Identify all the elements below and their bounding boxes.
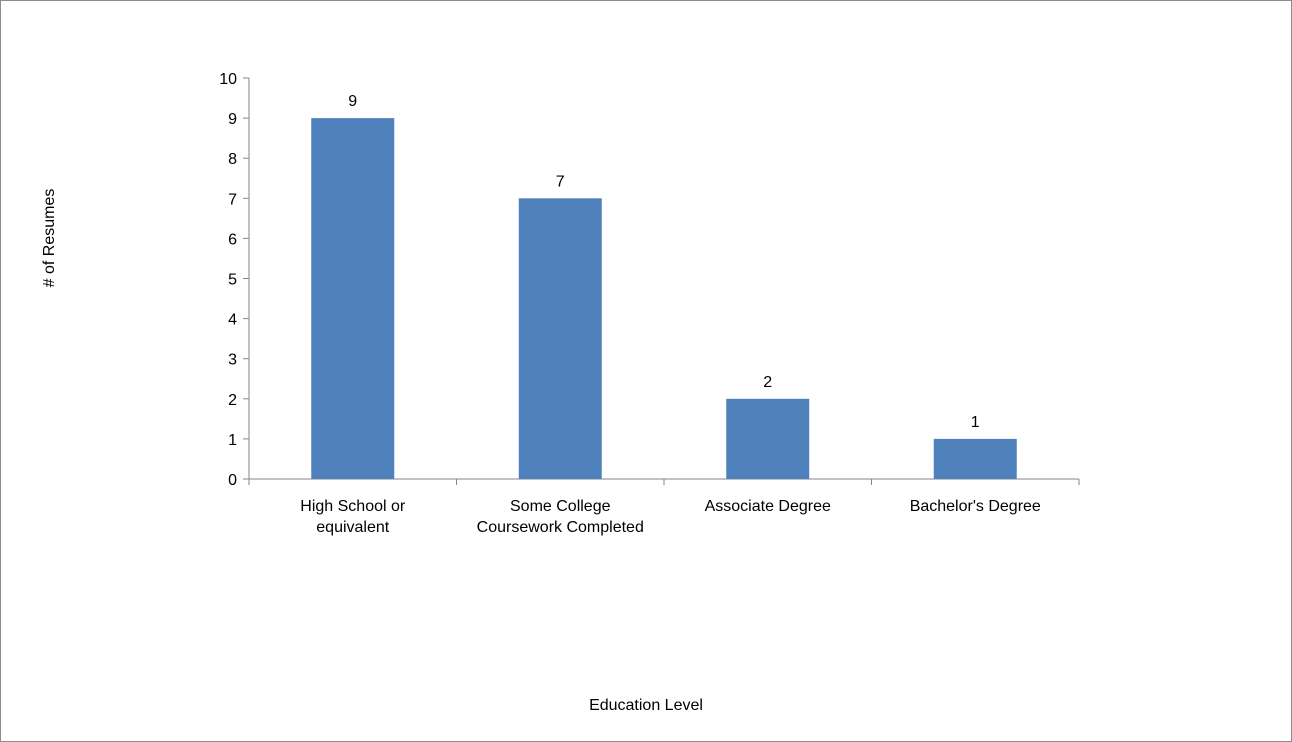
y-tick-label: 1 [228, 432, 237, 449]
bar [311, 118, 395, 479]
data-label: 2 [763, 374, 772, 391]
bars [311, 118, 1017, 480]
data-label: 9 [348, 93, 357, 110]
x-tick-label: Some College Coursework Completed [477, 498, 644, 536]
x-tick-label: High School or equivalent [300, 498, 406, 536]
x-axis-title: Education Level [589, 697, 703, 714]
y-tick-label: 9 [228, 111, 237, 128]
x-tick-label-line: High School or [300, 498, 406, 515]
data-label: 1 [971, 414, 980, 431]
y-tick-label: 2 [228, 392, 237, 409]
bar [518, 198, 602, 480]
y-axis-ticks: 0 1 2 3 4 5 6 7 8 9 10 [219, 71, 1080, 489]
x-tick-label-line: Associate Degree [705, 498, 831, 515]
data-label: 7 [556, 173, 565, 190]
x-tick-label-line: Coursework Completed [477, 519, 644, 536]
y-tick-label: 5 [228, 272, 237, 289]
y-tick-label: 0 [228, 472, 237, 489]
x-tick-label: Bachelor's Degree [910, 498, 1041, 515]
x-tick-label-line: equivalent [316, 519, 390, 536]
data-labels: 9 7 2 1 [348, 93, 980, 431]
y-axis-title: # of Resumes [41, 189, 58, 288]
x-axis-labels: High School or equivalent Some College Cour… [300, 498, 1041, 536]
bar [933, 438, 1017, 479]
y-tick-label: 7 [228, 191, 237, 208]
y-tick-label: 4 [228, 312, 237, 329]
y-tick-label: 6 [228, 231, 237, 248]
y-tick-label: 3 [228, 352, 237, 369]
x-tick-label-line: Some College [510, 498, 611, 515]
y-tick-label: 10 [219, 71, 237, 88]
bar [726, 398, 810, 479]
y-tick-label: 8 [228, 151, 237, 168]
x-tick-label: Associate Degree [705, 498, 831, 515]
x-tick-label-line: Bachelor's Degree [910, 498, 1041, 515]
